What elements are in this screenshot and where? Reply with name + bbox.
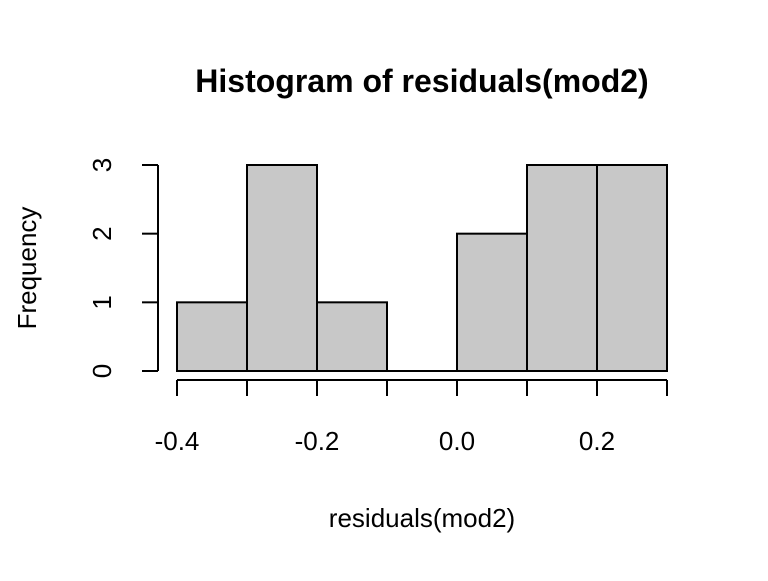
- histogram-bar: [176, 301, 248, 373]
- x-tick-label: 0.2: [579, 426, 615, 456]
- x-tick-label: -0.2: [295, 426, 340, 456]
- x-tick-label: -0.4: [155, 426, 200, 456]
- y-tick-label: 0: [87, 364, 117, 378]
- histogram-bar: [316, 301, 388, 373]
- y-axis-label: Frequency: [12, 207, 42, 330]
- y-tick-label: 1: [87, 295, 117, 309]
- histogram-bar: [246, 164, 318, 372]
- y-tick-label: 2: [87, 226, 117, 240]
- y-tick-label: 3: [87, 158, 117, 172]
- y-axis: 0 1 2 3: [87, 158, 159, 378]
- chart-title: Histogram of residuals(mod2): [195, 63, 648, 99]
- x-axis-label: residuals(mod2): [329, 503, 515, 533]
- x-tick-label: 0.0: [439, 426, 475, 456]
- histogram-bar: [596, 164, 668, 372]
- histogram-bar: [456, 232, 528, 372]
- bars-group: [176, 164, 668, 373]
- histogram-bar: [526, 164, 598, 372]
- x-axis: -0.4 -0.2 0.0 0.2: [155, 379, 668, 456]
